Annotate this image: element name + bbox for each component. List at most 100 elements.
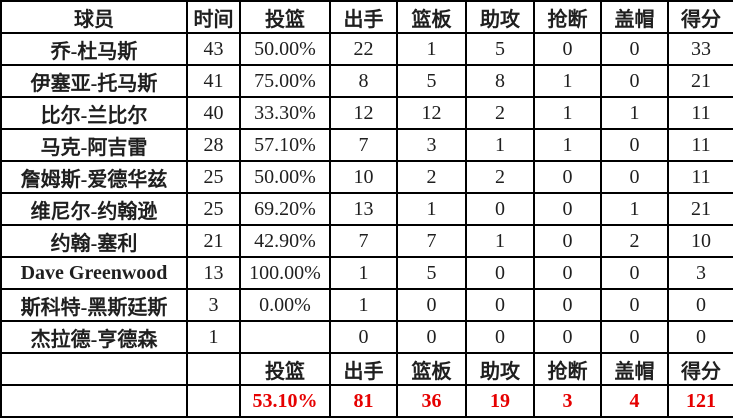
points-cell: 得分 (667, 352, 733, 386)
blocks-cell: 4 (600, 384, 669, 418)
assists-cell: 2 (465, 96, 535, 130)
table-body: 乔-杜马斯 43 50.00% 22 1 5 0 0 33 伊塞亚-托马斯 41 75.00% 8 5 8 1… (0, 32, 733, 418)
fga-cell: 1 (329, 256, 398, 290)
assists-cell: 0 (465, 288, 535, 322)
fg-pct-cell: 57.10% (239, 128, 331, 162)
rebounds-cell: 篮板 (396, 352, 467, 386)
column-header-blocks: 盖帽 (600, 0, 669, 34)
points-cell: 21 (667, 192, 733, 226)
minutes-cell (186, 352, 241, 386)
steals-cell: 0 (533, 160, 602, 194)
column-header-minutes: 时间 (186, 0, 241, 34)
points-cell: 0 (667, 320, 733, 354)
points-cell: 3 (667, 256, 733, 290)
blocks-cell: 0 (600, 64, 669, 98)
minutes-cell: 41 (186, 64, 241, 98)
minutes-cell: 28 (186, 128, 241, 162)
assists-cell: 0 (465, 192, 535, 226)
fga-cell: 出手 (329, 352, 398, 386)
steals-cell: 0 (533, 32, 602, 66)
points-cell: 0 (667, 288, 733, 322)
fg-pct-cell: 33.30% (239, 96, 331, 130)
column-header-fg-pct: 投篮 (239, 0, 331, 34)
fga-cell: 22 (329, 32, 398, 66)
column-header-steals: 抢断 (533, 0, 602, 34)
blocks-cell: 0 (600, 128, 669, 162)
assists-cell: 5 (465, 32, 535, 66)
totals-row: 53.10% 81 36 19 3 4 121 (0, 384, 733, 418)
column-header-points: 得分 (667, 0, 733, 34)
player-name-cell: 马克-阿吉雷 (0, 128, 188, 162)
fga-cell: 10 (329, 160, 398, 194)
fg-pct-cell: 100.00% (239, 256, 331, 290)
blocks-cell: 1 (600, 96, 669, 130)
rebounds-cell: 12 (396, 96, 467, 130)
table-header: 球员 时间 投篮 出手 篮板 助攻 抢断 盖帽 得分 (0, 0, 733, 34)
fg-pct-cell: 75.00% (239, 64, 331, 98)
minutes-cell: 43 (186, 32, 241, 66)
player-name-cell: 维尼尔-约翰逊 (0, 192, 188, 226)
points-cell: 11 (667, 160, 733, 194)
points-cell: 10 (667, 224, 733, 258)
minutes-cell: 25 (186, 192, 241, 226)
assists-cell: 1 (465, 224, 535, 258)
fga-cell: 1 (329, 288, 398, 322)
minutes-cell: 25 (186, 160, 241, 194)
column-header-rebounds: 篮板 (396, 0, 467, 34)
rebounds-cell: 36 (396, 384, 467, 418)
blocks-cell: 0 (600, 32, 669, 66)
column-header-assists: 助攻 (465, 0, 535, 34)
fg-pct-cell: 50.00% (239, 160, 331, 194)
player-name-cell: 比尔-兰比尔 (0, 96, 188, 130)
player-name-cell: Dave Greenwood (0, 256, 188, 290)
column-header-fga: 出手 (329, 0, 398, 34)
player-name-cell: 约翰-塞利 (0, 224, 188, 258)
player-name-cell: 斯科特-黑斯廷斯 (0, 288, 188, 322)
blocks-cell: 盖帽 (600, 352, 669, 386)
points-cell: 11 (667, 96, 733, 130)
steals-cell: 1 (533, 96, 602, 130)
player-row: 斯科特-黑斯廷斯 3 0.00% 1 0 0 0 0 0 (0, 288, 733, 322)
player-name-cell (0, 352, 188, 386)
rebounds-cell: 0 (396, 320, 467, 354)
steals-cell: 0 (533, 224, 602, 258)
fga-cell: 7 (329, 128, 398, 162)
rebounds-cell: 5 (396, 256, 467, 290)
fga-cell: 12 (329, 96, 398, 130)
steals-cell: 抢断 (533, 352, 602, 386)
player-name-cell (0, 384, 188, 418)
fga-cell: 81 (329, 384, 398, 418)
rebounds-cell: 5 (396, 64, 467, 98)
rebounds-cell: 3 (396, 128, 467, 162)
player-row: 伊塞亚-托马斯 41 75.00% 8 5 8 1 0 21 (0, 64, 733, 98)
rebounds-cell: 1 (396, 192, 467, 226)
fg-pct-cell: 投篮 (239, 352, 331, 386)
assists-cell: 1 (465, 128, 535, 162)
blocks-cell: 0 (600, 288, 669, 322)
player-name-cell: 伊塞亚-托马斯 (0, 64, 188, 98)
steals-cell: 0 (533, 192, 602, 226)
assists-cell: 0 (465, 320, 535, 354)
fg-pct-cell: 69.20% (239, 192, 331, 226)
assists-cell: 0 (465, 256, 535, 290)
fga-cell: 8 (329, 64, 398, 98)
assists-cell: 19 (465, 384, 535, 418)
steals-cell: 3 (533, 384, 602, 418)
steals-cell: 0 (533, 288, 602, 322)
fg-pct-cell: 50.00% (239, 32, 331, 66)
player-name-cell: 杰拉德-亨德森 (0, 320, 188, 354)
player-name-cell: 乔-杜马斯 (0, 32, 188, 66)
fg-pct-cell: 0.00% (239, 288, 331, 322)
minutes-cell: 1 (186, 320, 241, 354)
fga-cell: 13 (329, 192, 398, 226)
player-row: 马克-阿吉雷 28 57.10% 7 3 1 1 0 11 (0, 128, 733, 162)
player-row: 约翰-塞利 21 42.90% 7 7 1 0 2 10 (0, 224, 733, 258)
player-row: 维尼尔-约翰逊 25 69.20% 13 1 0 0 1 21 (0, 192, 733, 226)
blocks-cell: 0 (600, 320, 669, 354)
assists-cell: 2 (465, 160, 535, 194)
points-cell: 21 (667, 64, 733, 98)
steals-cell: 0 (533, 256, 602, 290)
steals-cell: 0 (533, 320, 602, 354)
steals-cell: 1 (533, 128, 602, 162)
blocks-cell: 1 (600, 192, 669, 226)
